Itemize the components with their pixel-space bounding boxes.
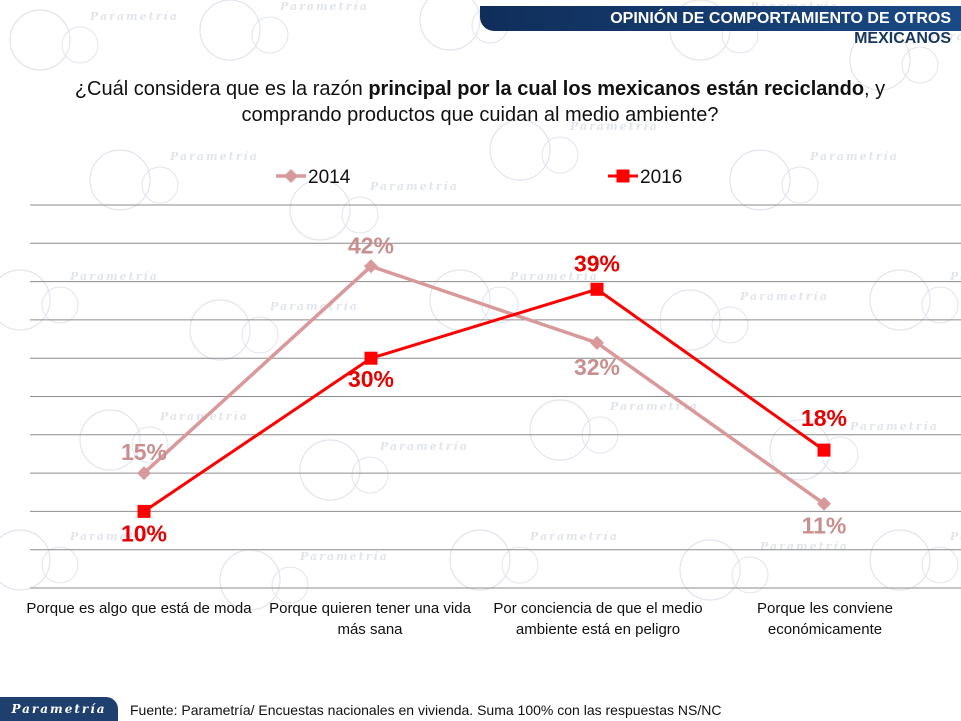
watermark-circle	[869, 269, 931, 331]
watermark-circle	[529, 399, 591, 461]
watermark-text: Parametría	[369, 180, 459, 193]
watermark-circle	[351, 456, 389, 494]
header-band	[480, 6, 961, 31]
data-label-2014: 15%	[121, 439, 167, 465]
watermark-text: Parametría	[509, 270, 599, 283]
watermark-text: Parametría	[499, 0, 589, 3]
category-label-economicamente: Porque les conviene económicamente	[757, 600, 893, 638]
data-label-2016: 18%	[801, 405, 847, 431]
data-label-2014: 42%	[348, 232, 394, 258]
watermark-text: Parametría	[569, 120, 659, 133]
watermark-text: Parametría	[299, 550, 389, 563]
watermark-circle	[89, 149, 151, 211]
watermark-text: Parametría	[949, 270, 961, 283]
marker-2014	[817, 496, 831, 511]
data-label-2016: 10%	[121, 520, 167, 546]
watermark-circle	[141, 166, 179, 204]
category-label-medio-ambiente: Por conciencia de que el medio ambiente …	[493, 600, 703, 638]
watermark-circle	[541, 136, 579, 174]
watermark-circle	[449, 529, 511, 591]
watermark-text: Parametría	[529, 530, 619, 543]
watermark-circle	[921, 286, 959, 324]
marker-2016	[817, 443, 831, 457]
watermark-text: Parametría	[159, 410, 249, 423]
watermark-circle	[0, 269, 51, 331]
watermark-circle	[781, 166, 819, 204]
data-label-2016: 39%	[574, 250, 620, 276]
series-line-2016	[143, 287, 825, 513]
watermark-text: Parametría	[379, 440, 469, 453]
category-label-moda: Porque es algo que está de moda	[26, 600, 252, 617]
watermark-circle	[41, 546, 79, 584]
watermark-circle	[869, 529, 931, 591]
line-chart: 15% 42% 32% 11% 10% 30% 39% 18% 2014 2016	[30, 167, 961, 589]
watermark-circle	[711, 306, 749, 344]
legend-marker-2016	[616, 169, 630, 183]
watermark-circle	[61, 26, 99, 64]
watermark-circle	[271, 566, 309, 604]
legend-2014: 2014	[276, 167, 351, 188]
data-label-2016: 30%	[348, 366, 394, 392]
watermark-circle	[131, 426, 169, 464]
watermark-circle	[299, 439, 361, 501]
watermark-circle	[901, 46, 939, 84]
watermark-circle	[9, 9, 71, 71]
series-line-2014	[142, 264, 826, 506]
watermark-text: Parametría	[949, 530, 961, 543]
question-part2: , y comprando productos que cuidan al me…	[241, 78, 886, 126]
watermark-circle	[489, 119, 551, 181]
watermark-text: Parametría	[849, 420, 939, 433]
watermark-circle	[79, 409, 141, 471]
marker-2016	[364, 351, 378, 365]
question-bold: principal por la cual los mexicanos está…	[368, 78, 865, 100]
watermark-circle	[729, 149, 791, 211]
watermark-circle	[251, 16, 289, 54]
question-part1: ¿Cuál considera que es la razón	[74, 78, 369, 100]
watermark-text: Parametría	[609, 400, 699, 413]
source-note: Fuente: Parametría/ Encuestas nacionales…	[130, 702, 722, 718]
watermark-circle	[289, 179, 351, 241]
page-title: OPINIÓN DE COMPORTAMIENTO DE OTROS MEXIC…	[521, 9, 951, 49]
legend-2016: 2016	[608, 167, 682, 188]
data-label-2014: 11%	[802, 513, 847, 539]
watermark-text: Parametría	[929, 30, 961, 43]
watermark-circle	[679, 539, 741, 601]
watermark-circle	[501, 546, 539, 584]
watermark-circle	[41, 286, 79, 324]
watermark-text: Parametría	[809, 150, 899, 163]
watermark-circle	[189, 299, 251, 361]
watermark-text: Parametría	[69, 530, 159, 543]
watermark-circle	[0, 529, 51, 591]
watermark-circle	[241, 316, 279, 354]
watermark-text: Parametría	[89, 10, 179, 23]
legend-marker-2014	[284, 169, 298, 183]
watermark-circle	[731, 556, 769, 594]
page-title-line2: MEXICANOS	[854, 30, 951, 47]
watermark-text: Parametría	[739, 290, 829, 303]
marker-2016	[137, 504, 151, 518]
watermark-circle	[199, 0, 261, 61]
marker-2016	[590, 282, 604, 296]
watermark-circle	[419, 0, 481, 51]
parametria-logo: Parametría	[0, 697, 118, 721]
watermark-text: Parametría	[169, 150, 259, 163]
data-label-2014: 32%	[574, 354, 620, 380]
marker-2014	[137, 466, 151, 481]
legend-label-2014: 2014	[308, 167, 351, 188]
watermark-text: Parametría	[269, 300, 359, 313]
page-title-line1: OPINIÓN DE COMPORTAMIENTO DE OTROS	[610, 10, 951, 27]
marker-2014	[590, 335, 604, 350]
marker-2014	[364, 259, 378, 274]
survey-question: ¿Cuál considera que es la razón principa…	[40, 76, 920, 128]
watermark-circle	[341, 196, 379, 234]
watermark-circle	[921, 546, 959, 584]
legend-label-2016: 2016	[640, 167, 682, 188]
category-label-vida-sana: Porque quieren tener una vida más sana	[269, 600, 471, 638]
watermark-text: Parametría	[69, 270, 159, 283]
watermark-text: Parametría	[279, 0, 369, 13]
